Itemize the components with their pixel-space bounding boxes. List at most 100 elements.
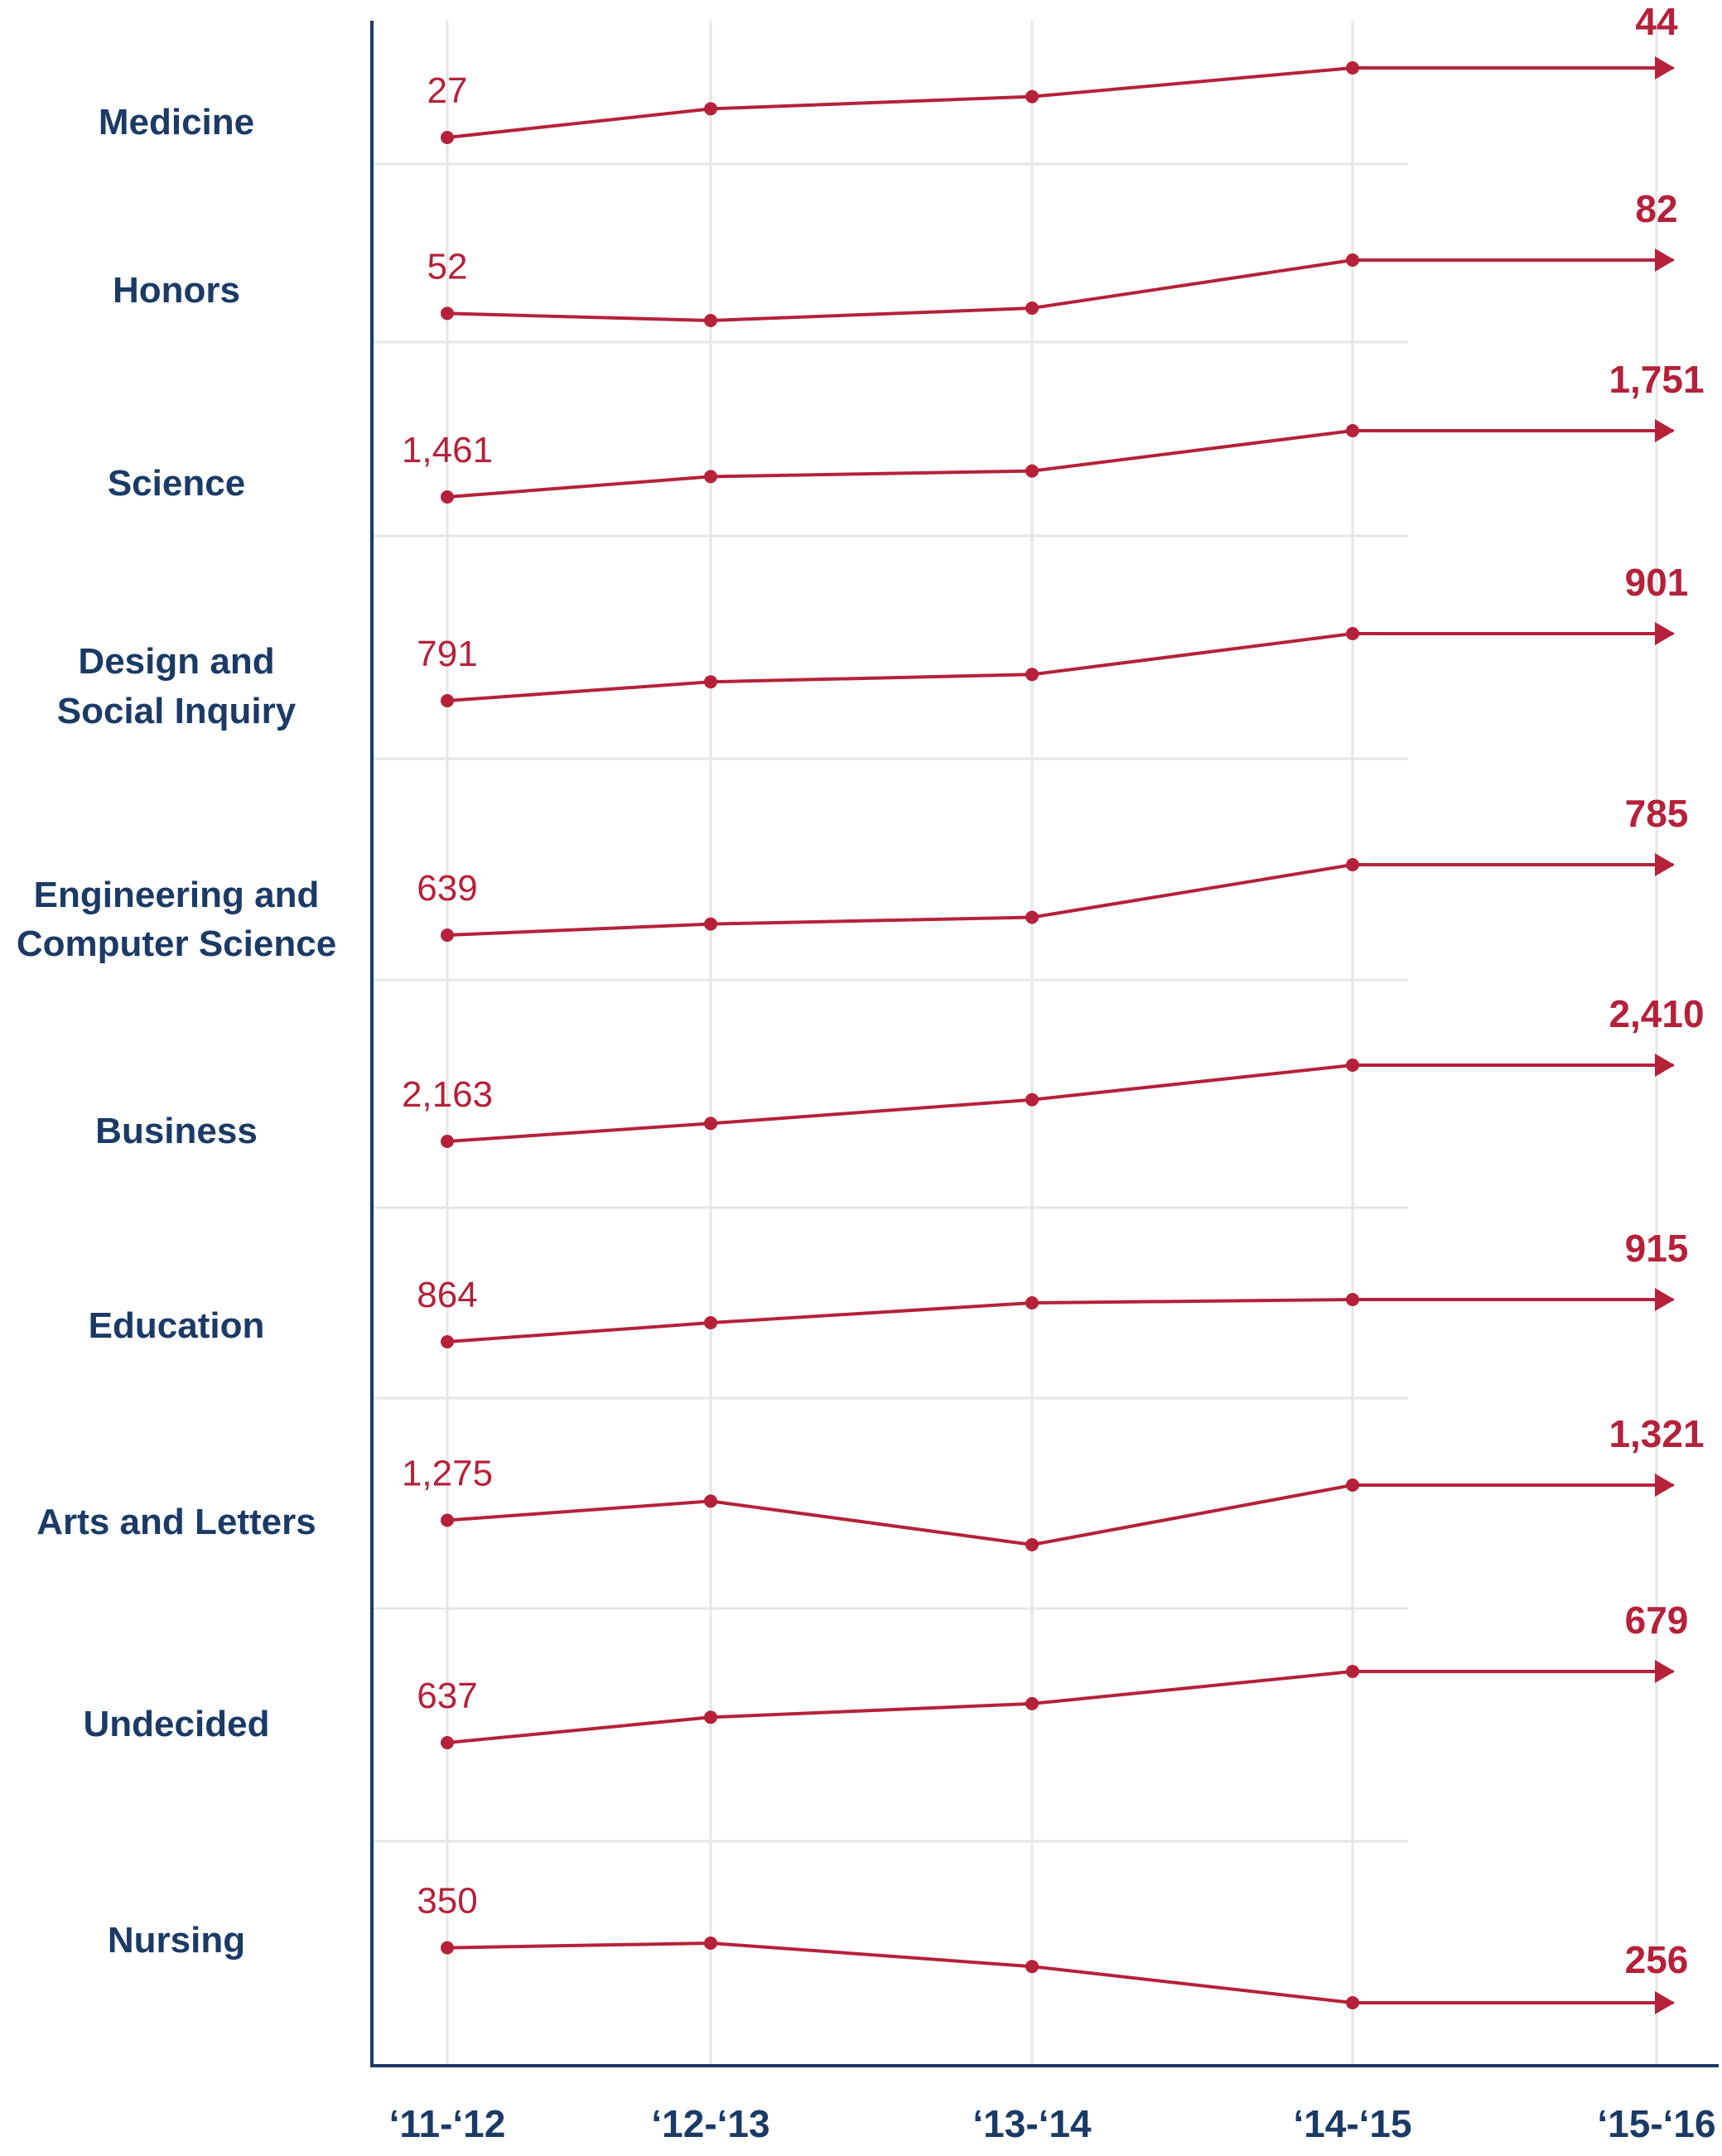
end-value-label: 901 — [1625, 561, 1689, 604]
data-point — [441, 1335, 454, 1348]
end-value-label: 1,751 — [1609, 358, 1704, 401]
data-point — [704, 470, 717, 484]
series-medicine: 27 44 — [427, 0, 1678, 144]
data-point — [1025, 910, 1039, 924]
data-point — [704, 1316, 717, 1329]
data-point — [1025, 1538, 1039, 1551]
data-point — [1025, 1960, 1039, 1974]
series-engineering-and-computer-science: 639 785 — [417, 792, 1688, 942]
series-education: 864 915 — [417, 1227, 1688, 1348]
start-value-label: 2,163 — [402, 1074, 493, 1115]
series-line — [446, 1670, 1353, 1744]
series-undecided: 637 679 — [417, 1599, 1688, 1749]
data-point — [1025, 1092, 1039, 1107]
end-value-label: 1,321 — [1609, 1412, 1704, 1455]
grid — [372, 21, 1658, 2066]
category-label-design-and-social-inquiry-line2: Social Inquiry — [57, 691, 297, 731]
start-value-label: 791 — [417, 634, 477, 674]
arrowhead — [1655, 419, 1675, 442]
series-arts-and-letters: 1,275 1,321 — [402, 1412, 1705, 1551]
x-tick-label-0: ‘11-‘12 — [389, 2102, 506, 2145]
arrowhead — [1655, 853, 1675, 876]
arrowhead — [1655, 1054, 1675, 1077]
data-point — [1346, 858, 1359, 871]
arrowhead — [1655, 248, 1675, 272]
data-point — [441, 928, 454, 942]
end-value-label: 2,410 — [1609, 992, 1704, 1035]
data-point — [704, 102, 717, 116]
start-value-label: 639 — [417, 868, 477, 909]
data-point — [1025, 89, 1039, 104]
data-point — [441, 1135, 454, 1148]
data-point — [1025, 668, 1039, 682]
series-design-and-social-inquiry: 791 901 — [417, 561, 1688, 707]
data-point — [1025, 301, 1039, 315]
data-point — [1346, 1665, 1359, 1678]
x-tick-label-4: ‘15-‘16 — [1597, 2102, 1715, 2145]
x-axis: ‘11-‘12 ‘12-‘13 ‘13-‘14 ‘14-‘15 ‘15-‘16 — [370, 21, 1719, 2145]
arrowhead — [1655, 1288, 1675, 1311]
arrowhead — [1655, 1474, 1675, 1497]
series-honors: 52 82 — [427, 187, 1678, 327]
series-line — [446, 1483, 1353, 1546]
end-value-label: 679 — [1625, 1599, 1689, 1642]
data-point — [704, 1117, 717, 1131]
data-point — [704, 1494, 717, 1508]
x-tick-label-2: ‘13-‘14 — [972, 2102, 1092, 2145]
category-label-nursing: Nursing — [108, 1920, 245, 1961]
start-value-label: 864 — [417, 1275, 477, 1315]
data-point — [441, 694, 454, 707]
end-value-label: 915 — [1625, 1227, 1689, 1270]
data-point — [441, 131, 454, 144]
end-value-label: 82 — [1635, 187, 1677, 230]
x-tick-label-1: ‘12-‘13 — [651, 2102, 769, 2145]
category-label-education: Education — [89, 1305, 265, 1346]
category-label-arts-and-letters: Arts and Letters — [36, 1502, 316, 1542]
series-line — [446, 1941, 1353, 2004]
category-label-medicine: Medicine — [99, 102, 254, 142]
start-value-label: 350 — [417, 1881, 477, 1922]
data-point — [1025, 1696, 1039, 1710]
category-label-honors: Honors — [113, 270, 240, 311]
end-value-label: 44 — [1635, 0, 1678, 43]
start-value-label: 52 — [427, 246, 468, 287]
arrowhead — [1655, 622, 1675, 645]
series-business: 2,163 2,410 — [402, 992, 1705, 1148]
category-label-engineering-and-computer-science-line2: Computer Science — [17, 924, 336, 964]
data-point — [1346, 1059, 1359, 1072]
data-point — [1346, 1478, 1359, 1492]
arrowhead — [1655, 56, 1675, 80]
series-line — [446, 1064, 1353, 1143]
start-value-label: 1,461 — [402, 430, 493, 470]
data-point — [1346, 1293, 1359, 1306]
data-point — [1025, 464, 1039, 478]
series-science: 1,461 1,751 — [402, 358, 1705, 504]
data-point — [704, 675, 717, 689]
end-value-label: 785 — [1625, 792, 1689, 835]
start-value-label: 27 — [427, 70, 468, 111]
arrowhead — [1655, 1660, 1675, 1683]
series-line — [446, 429, 1353, 499]
data-point — [1025, 1296, 1039, 1310]
series-line — [446, 632, 1353, 702]
data-point — [1346, 627, 1359, 640]
data-point — [1346, 253, 1359, 267]
data-point — [441, 1941, 454, 1955]
data-point — [441, 1736, 454, 1749]
series-line — [446, 863, 1353, 937]
data-point — [704, 917, 717, 931]
category-label-engineering-and-computer-science-line1: Engineering and — [34, 875, 320, 915]
data-point — [441, 306, 454, 321]
data-point — [704, 1710, 717, 1724]
category-label-business: Business — [95, 1111, 258, 1151]
data-point — [1346, 424, 1359, 437]
category-label-design-and-social-inquiry-line1: Design and — [78, 641, 274, 682]
series-nursing: 350 256 — [417, 1881, 1688, 2014]
data-point — [441, 1513, 454, 1527]
series-layer: 27 44 52 82 1,461 1,751 791 901 639 785 2,163 2,410… — [402, 0, 1705, 2014]
category-labels: Medicine Honors Science Design and Social In… — [17, 102, 336, 1961]
series-line — [446, 258, 1353, 322]
end-value-label: 256 — [1625, 1938, 1689, 1981]
category-label-undecided: Undecided — [84, 1704, 270, 1744]
